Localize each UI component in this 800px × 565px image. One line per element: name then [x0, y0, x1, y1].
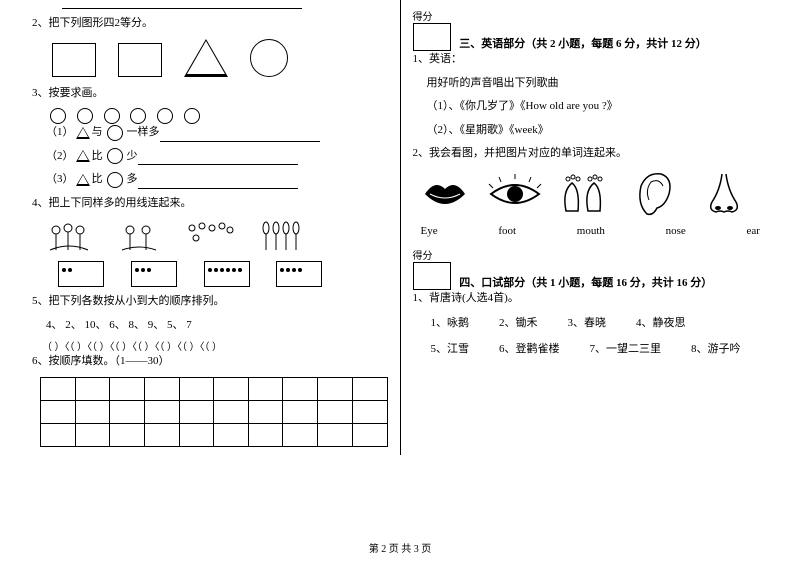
r1-text: 1、英语：: [413, 51, 769, 69]
small-circle: [50, 108, 66, 124]
section3-header: 得分 三、英语部分（共 2 小题，每题 6 分，共计 12 分）: [413, 8, 769, 51]
small-circle: [130, 108, 146, 124]
poem-3: 3、春晓: [568, 314, 607, 330]
square-shape: [52, 43, 96, 77]
poem-6: 6、登鹳雀楼: [499, 340, 560, 356]
r1-sub: 用好听的声音唱出下列歌曲: [427, 75, 769, 93]
section4-header: 得分 四、口试部分（共 1 小题，每题 16 分，共计 16 分）: [413, 247, 769, 290]
score-box[interactable]: [413, 262, 451, 290]
poem-4: 4、静夜思: [636, 314, 686, 330]
foot-pic: [557, 169, 613, 219]
poem-8: 8、游子吟: [691, 340, 741, 356]
poem-5: 5、江雪: [431, 340, 470, 356]
flower-pic: [44, 219, 94, 255]
triangle-icon: [76, 150, 90, 162]
q3-1-pre: （1）: [46, 126, 74, 138]
score-label: 得分: [413, 8, 457, 23]
q4-text: 4、把上下同样多的用线连起来。: [32, 195, 388, 213]
ear-pic: [627, 169, 683, 219]
top-blank-line: [62, 8, 302, 9]
poem-row-1: 1、咏鹅 2、锄禾 3、春晓 4、静夜思: [431, 314, 769, 330]
nose-pic: [697, 169, 753, 219]
word-eye: Eye: [421, 225, 438, 237]
score-box[interactable]: [413, 23, 451, 51]
dot-box-3: [131, 261, 177, 287]
q3-1-mid: 与: [92, 126, 103, 138]
word-ear: ear: [747, 225, 760, 237]
triangle-icon: [76, 127, 90, 139]
flower-pic: [254, 219, 304, 255]
q3-text: 3、按要求画。: [32, 85, 388, 103]
blank-line[interactable]: [138, 152, 298, 165]
q6-grid[interactable]: [40, 377, 388, 447]
triangle-icon: [76, 174, 90, 186]
q2-shapes: [52, 39, 388, 77]
circle-icon: [107, 125, 123, 141]
word-nose: nose: [666, 225, 686, 237]
triangle-shape: [184, 39, 228, 77]
eye-pic: [487, 169, 543, 219]
body-parts-row: [417, 169, 769, 219]
small-circle: [184, 108, 200, 124]
blank-line[interactable]: [160, 129, 320, 142]
q3-circles: [46, 108, 388, 124]
r1-2: （2）、《星期歌》《week》: [427, 122, 769, 140]
section4-title: 四、口试部分（共 1 小题，每题 16 分，共计 16 分）: [459, 277, 712, 289]
flower-pic: [184, 219, 234, 255]
circle-shape: [250, 39, 288, 77]
poem-row-2: 5、江雪 6、登鹳雀楼 7、一望二三里 8、游子吟: [431, 340, 769, 356]
left-column: 2、把下列图形四2等分。 3、按要求画。 （1）与一样多 （2）比少 （3）比多…: [20, 0, 401, 455]
q5-numbers: 4、 2、 10、 6、 8、 9、 5、 7: [46, 316, 388, 332]
q2-text: 2、把下列图形四2等分。: [32, 15, 388, 33]
circle-icon: [107, 148, 123, 164]
poem-1: 1、咏鹅: [431, 314, 470, 330]
small-circle: [77, 108, 93, 124]
r4-1: 1、背唐诗(人选4首)。: [413, 290, 769, 308]
q3-2-pre: （2）: [46, 150, 74, 162]
dot-box-6: [204, 261, 250, 287]
section3-title: 三、英语部分（共 2 小题，每题 6 分，共计 12 分）: [459, 38, 707, 50]
square-shape: [118, 43, 162, 77]
q3-3-mid: 比: [92, 173, 103, 185]
q5-paren-row[interactable]: （ ）〈（ ）〈（ ）〈（ ）〈（ ）〈（ ）〈（ ）〈（ ）: [42, 338, 388, 353]
small-circle: [104, 108, 120, 124]
q3-1-post: 一样多: [127, 126, 160, 138]
right-column: 得分 三、英语部分（共 2 小题，每题 6 分，共计 12 分） 1、英语： 用…: [401, 0, 781, 455]
mouth-pic: [417, 169, 473, 219]
dot-box-4: [276, 261, 322, 287]
q3-1: （1） 与 一样多: [46, 124, 388, 142]
q3-3-post: 多: [127, 173, 138, 185]
q5-text: 5、把下列各数按从小到大的顺序排列。: [32, 293, 388, 311]
score-label: 得分: [413, 247, 457, 262]
word-row: Eye foot mouth nose ear: [421, 225, 761, 237]
poem-2: 2、锄禾: [499, 314, 538, 330]
circle-icon: [107, 172, 123, 188]
q3-2: （2） 比 少: [46, 148, 388, 166]
r1-1: （1）、《你几岁了》《How old are you ?》: [427, 98, 769, 116]
small-circle: [157, 108, 173, 124]
q6-text: 6、按顺序填数。（1——30）: [32, 353, 388, 371]
page: 2、把下列图形四2等分。 3、按要求画。 （1）与一样多 （2）比少 （3）比多…: [0, 0, 800, 565]
word-foot: foot: [498, 225, 516, 237]
dot-box-2: [58, 261, 104, 287]
word-mouth: mouth: [577, 225, 605, 237]
q4-dotboxes: [46, 261, 388, 287]
blank-line[interactable]: [138, 176, 298, 189]
q3-3: （3） 比 多: [46, 171, 388, 189]
flower-pic: [114, 219, 164, 255]
q4-top-pics: [44, 219, 388, 255]
poem-7: 7、一望二三里: [590, 340, 662, 356]
r2-text: 2、我会看图，并把图片对应的单词连起来。: [413, 145, 769, 163]
q3-3-pre: （3）: [46, 173, 74, 185]
q3-2-post: 少: [127, 150, 138, 162]
q3-2-mid: 比: [92, 150, 103, 162]
page-footer: 第 2 页 共 3 页: [0, 540, 800, 555]
